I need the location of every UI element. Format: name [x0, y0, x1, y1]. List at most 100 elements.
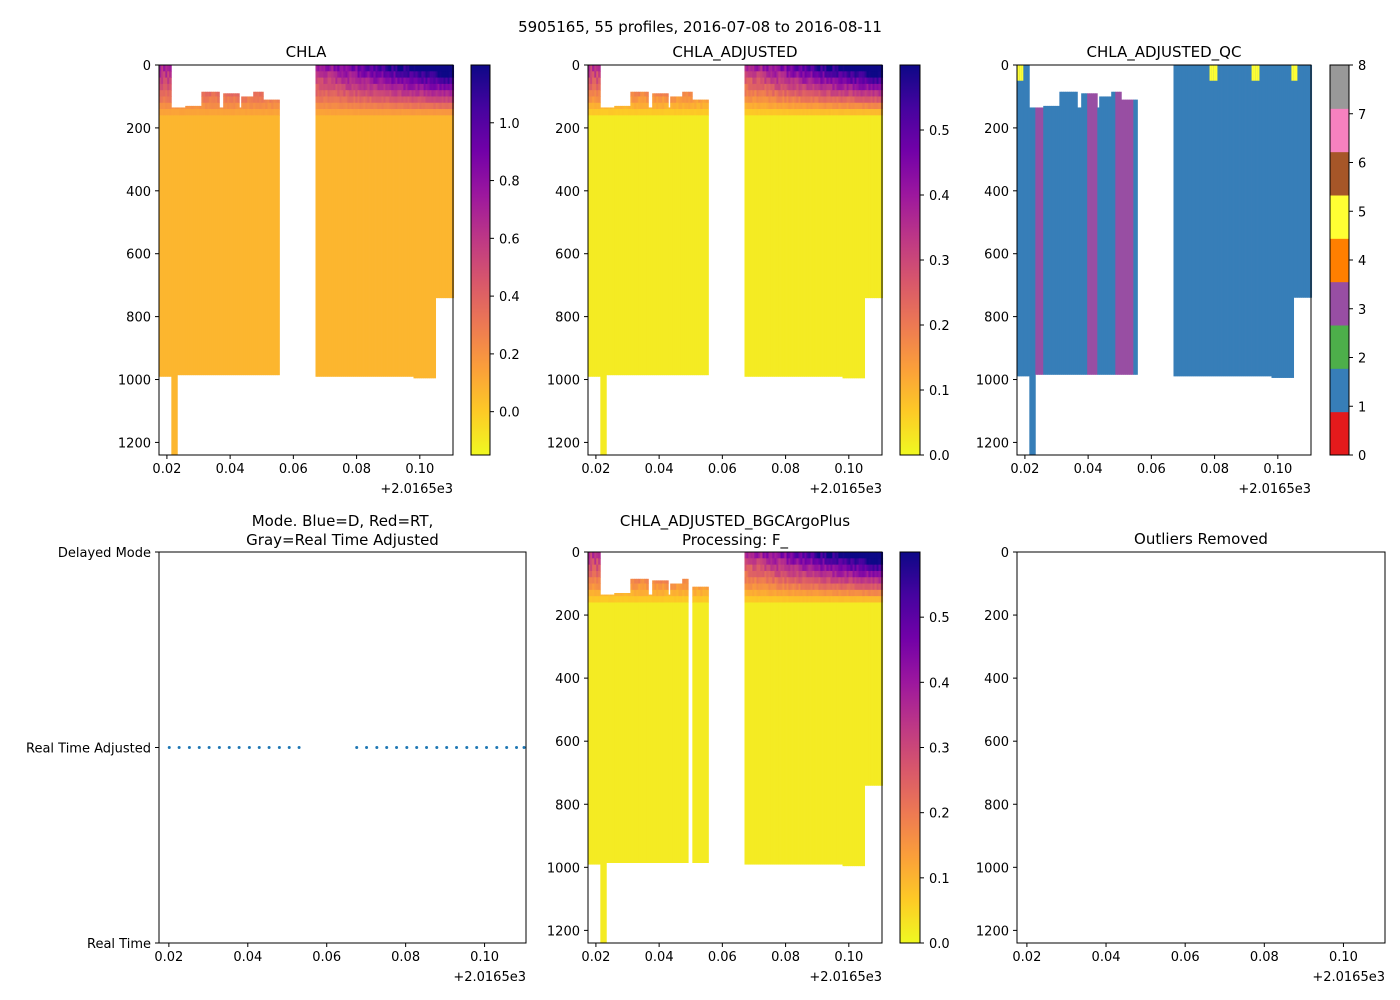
heatmap-cell [590, 596, 593, 603]
heatmap-cell [598, 577, 601, 584]
heatmap-cell [429, 71, 432, 78]
heatmap-cell [449, 65, 452, 72]
heatmap-cell [764, 589, 767, 597]
heatmap-cell [870, 96, 873, 104]
heatmap-cell [872, 589, 875, 597]
heatmap-cell [874, 570, 878, 578]
heatmap-cell [373, 102, 376, 110]
heatmap-cell [778, 115, 781, 377]
heatmap-cell [750, 83, 753, 91]
colorbar-tick-label: 0.4 [929, 676, 950, 691]
heatmap-cell [399, 83, 402, 91]
heatmap-cell [335, 102, 338, 110]
heatmap-cell [856, 96, 860, 104]
heatmap-cell [686, 602, 689, 863]
heatmap-cell [185, 105, 188, 110]
qc-cell [1257, 65, 1260, 377]
heatmap-cell [672, 102, 675, 110]
heatmap-cell [315, 115, 318, 377]
heatmap-cell [784, 596, 787, 603]
y-tick-label: 600 [555, 248, 580, 263]
qc-cell [1301, 65, 1304, 298]
heatmap-cell [876, 589, 879, 597]
heatmap-cell [852, 589, 855, 597]
heatmap-cell [383, 77, 386, 85]
heatmap-cell [654, 580, 657, 584]
heatmap-cell [846, 564, 849, 572]
colorbar-tick-label: 4 [1358, 254, 1366, 269]
heatmap-cell [766, 77, 769, 85]
heatmap-cell [656, 602, 659, 863]
heatmap-cell [678, 589, 681, 597]
mode-point [475, 746, 479, 749]
heatmap-cell [672, 602, 675, 863]
heatmap-cell [387, 109, 390, 116]
heatmap-cell [838, 564, 841, 572]
heatmap-cell [700, 109, 703, 116]
heatmap-cell [874, 577, 878, 584]
heatmap-cell [860, 602, 863, 867]
heatmap-cell [341, 90, 344, 97]
heatmap-cell [590, 602, 593, 865]
heatmap-cell [403, 71, 406, 78]
heatmap-cell [858, 583, 861, 591]
heatmap-cell [864, 102, 867, 110]
heatmap-cell [850, 570, 853, 578]
heatmap-cell [447, 115, 450, 299]
heatmap-cell [826, 102, 829, 110]
heatmap-cell [447, 65, 450, 72]
heatmap-cell [782, 583, 785, 591]
heatmap-cell [750, 602, 753, 865]
heatmap-cell [820, 564, 823, 572]
heatmap-cell [241, 102, 244, 110]
heatmap-cell [403, 83, 406, 91]
heatmap-cell [782, 558, 785, 566]
heatmap-cell [353, 90, 356, 97]
colorbar-segment [1330, 281, 1349, 326]
qc-cell [1107, 96, 1110, 375]
heatmap-cell [237, 109, 240, 116]
heatmap-cell [856, 570, 860, 578]
heatmap-cell [836, 589, 839, 597]
heatmap-cell [630, 589, 633, 597]
heatmap-cell [808, 552, 811, 559]
heatmap-cell [225, 115, 228, 376]
heatmap-cell [746, 71, 749, 78]
heatmap-cell [255, 96, 258, 104]
heatmap-cell [752, 71, 755, 78]
heatmap-cell [796, 558, 799, 566]
heatmap-cell [427, 65, 431, 72]
heatmap-cell [768, 602, 771, 865]
heatmap-cell [772, 558, 775, 566]
heatmap-cell [415, 83, 418, 91]
heatmap-cell [433, 90, 437, 97]
heatmap-cell [359, 90, 362, 97]
heatmap-cell [237, 96, 240, 104]
heatmap-cell [832, 77, 835, 85]
heatmap-cell [213, 109, 216, 116]
heatmap-cell [201, 102, 204, 110]
mode-point [485, 746, 489, 749]
heatmap-cell [764, 583, 767, 591]
heatmap-cell [373, 90, 376, 97]
heatmap-cell [217, 91, 220, 97]
heatmap-cell [878, 602, 881, 786]
heatmap-cell [780, 96, 783, 104]
heatmap-cell [830, 90, 833, 97]
heatmap-cell [391, 71, 394, 78]
heatmap-cell [345, 109, 348, 116]
heatmap-cell [411, 115, 414, 377]
heatmap-cell [782, 552, 785, 559]
heatmap-cell [876, 602, 879, 786]
heatmap-cell [748, 583, 751, 591]
heatmap-cell [854, 115, 857, 379]
heatmap-cell [834, 564, 837, 572]
heatmap-cell [590, 570, 593, 578]
heatmap-cell [854, 570, 857, 578]
heatmap-cell [860, 552, 863, 559]
heatmap-cell [752, 96, 755, 104]
heatmap-cell [866, 109, 869, 116]
heatmap-cell [321, 71, 324, 78]
heatmap-cell [271, 109, 274, 116]
heatmap-cell [369, 102, 372, 110]
